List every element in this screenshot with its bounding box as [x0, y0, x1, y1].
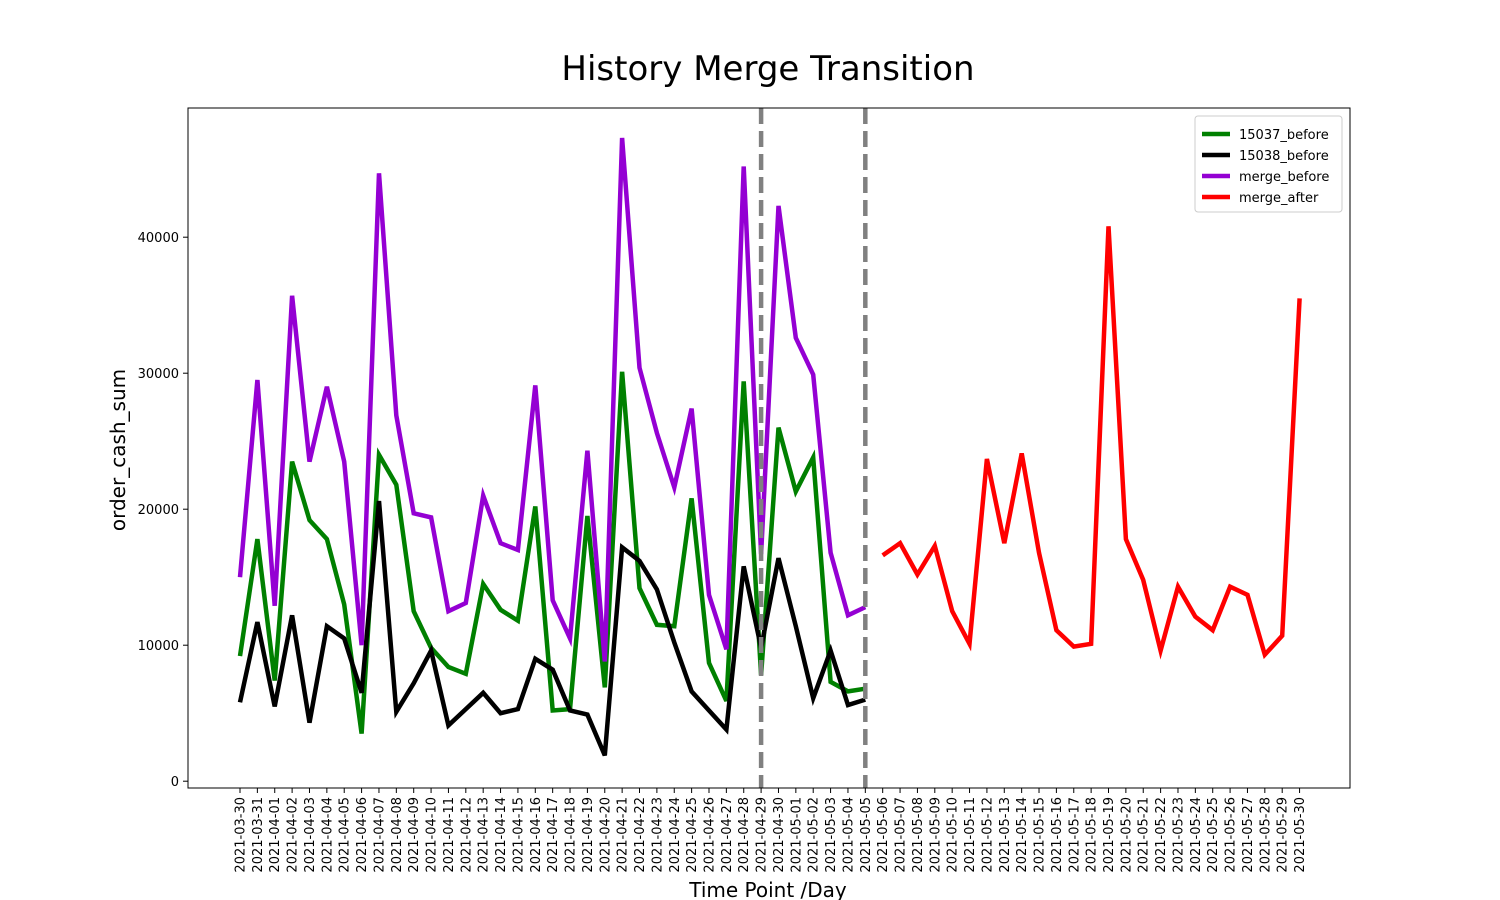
x-tick-label: 2021-05-08 [911, 797, 926, 873]
x-tick-label: 2021-04-30 [772, 797, 787, 873]
x-tick-label: 2021-04-08 [390, 797, 405, 873]
x-tick-label: 2021-03-30 [234, 797, 249, 873]
plot-area: 0 10000 20000 30000 40000 2021-03-30 2021-03-3… [138, 108, 1308, 873]
y-tick-label: 10000 [138, 639, 179, 654]
x-tick-label: 2021-04-16 [529, 797, 544, 873]
x-tick-label: 2021-05-21 [1137, 797, 1152, 873]
x-tick-label: 2021-04-20 [598, 797, 613, 873]
x-tick-label: 2021-05-22 [1154, 797, 1169, 873]
legend-label-15038_before: 15038_before [1239, 149, 1329, 164]
y-axis-label: order_cash_sum [106, 369, 130, 531]
x-tick-label: 2021-05-20 [1119, 797, 1134, 873]
legend: 15037_before 15038_before merge_beforemerg… [1194, 115, 1343, 213]
x-tick-label: 2021-05-14 [1015, 797, 1030, 873]
x-tick-label: 2021-04-22 [633, 797, 648, 873]
x-tick-label: 2021-05-09 [928, 797, 943, 873]
x-tick-label: 2021-04-21 [616, 797, 631, 873]
x-tick-label: 2021-05-15 [1033, 797, 1048, 873]
x-tick-label: 2021-05-23 [1171, 797, 1186, 873]
x-tick-label: 2021-04-03 [303, 797, 318, 873]
legend-label-15037_before: 15037_before [1239, 128, 1329, 143]
x-tick-label: 2021-05-03 [824, 797, 839, 873]
x-tick-label: 2021-04-29 [755, 797, 770, 873]
series-line-merge_after [881, 226, 1302, 660]
x-axis-label: Time Point /Day [688, 878, 847, 900]
chart-title: History Merge Transition [561, 49, 974, 89]
x-tick-label: 2021-05-26 [1224, 797, 1239, 873]
x-tick-label: 2021-04-19 [581, 797, 596, 873]
x-tick-label: 2021-05-17 [1067, 797, 1082, 873]
plot-frame [187, 107, 1351, 789]
x-tick-label: 2021-04-25 [685, 797, 700, 873]
legend-label-merge_before: merge_before [1239, 170, 1329, 185]
y-tick-label: 30000 [138, 367, 179, 382]
x-tick-label: 2021-05-04 [841, 797, 856, 873]
x-tick-label: 2021-04-05 [338, 797, 353, 873]
x-tick-label: 2021-04-17 [546, 797, 561, 873]
x-tick-label: 2021-05-29 [1276, 797, 1291, 873]
x-tick-label: 2021-04-10 [425, 797, 440, 873]
x-tick-label: 2021-05-27 [1241, 797, 1256, 873]
x-tick-label: 2021-04-28 [737, 797, 752, 873]
y-tick-label: 40000 [138, 231, 179, 246]
x-tick-label: 2021-04-26 [702, 797, 717, 873]
x-tick-label: 2021-05-18 [1085, 797, 1100, 873]
x-tick-label: 2021-05-06 [876, 797, 891, 873]
x-tick-label: 2021-05-07 [894, 797, 909, 873]
x-tick-label: 2021-03-31 [251, 797, 266, 873]
x-tick-label: 2021-05-28 [1258, 797, 1273, 873]
x-tick-label: 2021-04-01 [268, 797, 283, 873]
x-tick-label: 2021-05-05 [859, 797, 874, 873]
x-tick-label: 2021-05-19 [1102, 797, 1117, 873]
x-tick-label: 2021-05-10 [946, 797, 961, 873]
x-tick-label: 2021-05-02 [807, 797, 822, 873]
y-tick-label: 0 [171, 775, 179, 790]
legend-box [1194, 115, 1343, 213]
x-tick-label: 2021-05-01 [789, 797, 804, 873]
x-tick-label: 2021-04-23 [650, 797, 665, 873]
x-tick-label: 2021-04-04 [320, 797, 335, 873]
x-tick-label: 2021-04-14 [494, 797, 509, 873]
x-tick-label: 2021-05-16 [1050, 797, 1065, 873]
legend-label-merge_after: merge_after [1239, 191, 1319, 206]
x-tick-label: 2021-05-11 [963, 797, 978, 873]
x-tick-label: 2021-04-24 [668, 797, 683, 873]
x-tick-label: 2021-04-12 [459, 797, 474, 873]
x-tick-label: 2021-05-12 [980, 797, 995, 873]
x-tick-label: 2021-04-07 [372, 797, 387, 873]
x-tick-label: 2021-05-24 [1189, 797, 1204, 873]
x-tick-label: 2021-04-09 [407, 797, 422, 873]
x-tick-label: 2021-04-27 [720, 797, 735, 873]
x-tick-label: 2021-04-11 [442, 797, 457, 873]
x-tick-label: 2021-04-13 [477, 797, 492, 873]
x-tick-label: 2021-04-02 [286, 797, 301, 873]
y-tick-label: 20000 [138, 503, 179, 518]
x-tick-label: 2021-04-06 [355, 797, 370, 873]
x-tick-label: 2021-05-30 [1293, 797, 1308, 873]
x-tick-label: 2021-04-18 [564, 797, 579, 873]
x-tick-label: 2021-05-13 [998, 797, 1013, 873]
x-tick-label: 2021-05-25 [1206, 797, 1221, 873]
x-tick-label: 2021-04-15 [511, 797, 526, 873]
